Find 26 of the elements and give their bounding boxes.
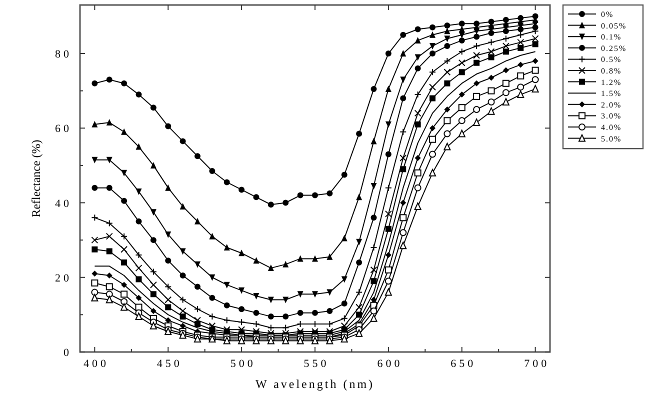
y-axis-title: Reflectance (%): [29, 140, 43, 218]
legend-label: 4.0%: [601, 123, 622, 132]
x-tick-label: 550: [304, 358, 330, 370]
legend-label: 2.0%: [601, 100, 622, 110]
legend-label: 1.2%: [601, 78, 622, 87]
legend-label: 0.8%: [601, 66, 622, 76]
y-tick-label: 0: [64, 347, 72, 359]
y-tick-label: 20: [55, 272, 72, 284]
y-tick-label: 60: [55, 123, 72, 136]
x-tick-label: 400: [83, 358, 109, 370]
legend-label: 0.1%: [601, 32, 622, 42]
legend-label: 0.05%: [601, 21, 627, 30]
legend-label: 0.5%: [601, 55, 622, 64]
y-tick-label: 80: [55, 48, 72, 61]
legend-label: 5.0%: [601, 134, 622, 144]
x-tick-label: 700: [524, 358, 550, 370]
x-tick-label: 500: [230, 358, 256, 370]
y-tick-label: 40: [55, 198, 72, 210]
legend-label: 1.5%: [601, 89, 622, 98]
x-tick-label: 650: [450, 358, 476, 370]
x-tick-label: 450: [156, 358, 182, 370]
legend-label: 0.25%: [601, 44, 627, 53]
x-tick-label: 600: [377, 358, 403, 370]
x-axis-title: W avelength (nm): [255, 377, 375, 391]
legend-label: 0%: [601, 10, 614, 19]
legend-label: 3.0%: [601, 112, 622, 121]
